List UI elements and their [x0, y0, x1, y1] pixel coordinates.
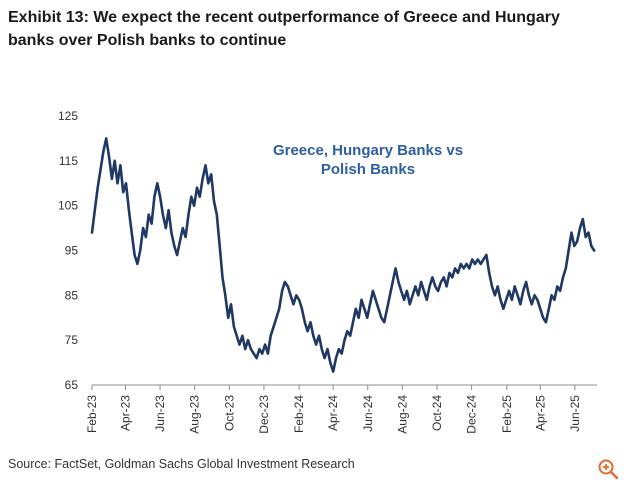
series-line: [90, 137, 596, 373]
source-note: Source: FactSet, Goldman Sachs Global In…: [8, 457, 355, 471]
x-tick-label: Jun-24: [361, 395, 375, 432]
x-tick-label: Apr-24: [326, 395, 340, 431]
chart-annotation-line-2: Polish Banks: [321, 161, 415, 178]
y-tick-label: 125: [58, 109, 78, 123]
x-tick-label: Oct-24: [430, 395, 444, 431]
chart-title: Exhibit 13: We expect the recent outperf…: [8, 9, 560, 49]
y-tick-label: 115: [59, 154, 78, 168]
x-tick-label: Feb-25: [500, 395, 514, 433]
x-tick-label: Feb-23: [85, 395, 99, 433]
x-tick-label: Aug-23: [188, 395, 202, 434]
plot-area: [90, 137, 596, 373]
y-tick-label: 105: [58, 199, 78, 213]
x-tick-label: Jun-25: [568, 395, 582, 432]
chart-annotation-line-1: Greece, Hungary Banks vs: [273, 142, 463, 159]
x-axis: Feb-23 Apr-23 Jun-23 Aug-23 Oct-23 Dec-23 Feb-…: [85, 384, 597, 434]
zoom-in-icon[interactable]: [597, 458, 619, 480]
x-tick-label: Jun-23: [153, 395, 167, 432]
x-tick-label: Oct-23: [222, 395, 236, 431]
x-tick-label: Aug-24: [395, 395, 409, 434]
x-tick-label: Dec-23: [257, 395, 271, 434]
x-tick-label: Feb-24: [292, 395, 306, 433]
y-axis: 65 75 85 95 105 115 125: [58, 109, 78, 392]
zoom-in-icon-graphic: [598, 459, 619, 480]
x-tick-label: Apr-25: [533, 395, 547, 431]
y-tick-label: 65: [65, 378, 79, 392]
y-tick-label: 85: [65, 288, 79, 302]
y-tick-label: 75: [65, 333, 79, 347]
x-tick-label: Dec-24: [465, 395, 479, 434]
x-tick-label: Apr-23: [118, 395, 132, 431]
y-tick-label: 95: [65, 244, 79, 258]
